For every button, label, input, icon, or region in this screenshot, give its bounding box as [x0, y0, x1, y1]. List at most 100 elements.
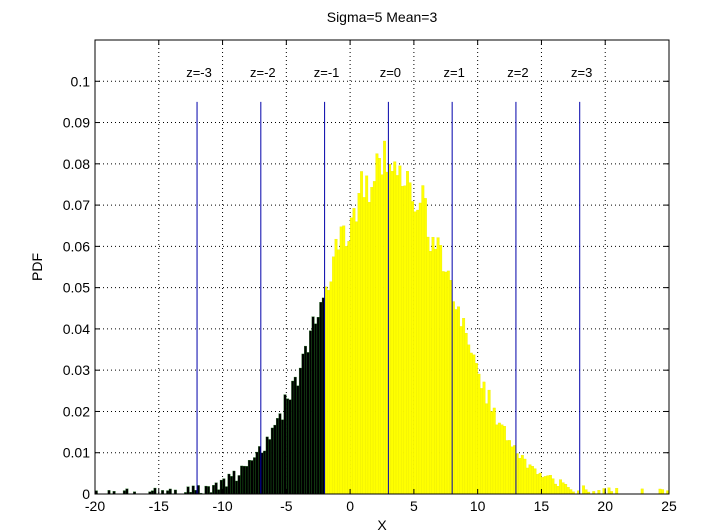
histogram-bar — [546, 475, 550, 495]
histogram-bar — [658, 488, 662, 495]
z-score-labels: z=-3 z=-2 z=-1 z=0 z=1 z=2 z=3 — [186, 65, 592, 80]
histogram-bar — [413, 211, 417, 495]
histogram-bar — [495, 424, 499, 495]
histogram-bar — [191, 485, 195, 495]
y-tick-label: 0.1 — [71, 73, 91, 89]
histogram-bar — [615, 488, 619, 495]
histogram-bar — [319, 302, 323, 495]
x-tick-label: -5 — [280, 498, 293, 514]
histogram-bar — [536, 474, 540, 495]
histogram-bar — [263, 450, 267, 495]
histogram-bar — [431, 236, 435, 495]
histogram-bar — [508, 440, 511, 495]
histogram-bar — [293, 376, 297, 495]
histogram-bar — [426, 236, 430, 495]
histogram-bar — [311, 316, 315, 495]
histogram-bar — [306, 352, 310, 495]
histogram-bar — [255, 451, 259, 495]
histogram-bar — [469, 352, 473, 495]
histogram-bar — [551, 478, 555, 495]
histogram-bar — [332, 256, 335, 495]
histogram-bar — [640, 488, 644, 495]
histogram-bar — [556, 486, 560, 495]
histogram-bar — [607, 487, 611, 495]
y-axis-label: PDF — [29, 253, 45, 281]
histogram-bar — [411, 201, 415, 495]
histogram-bar — [400, 186, 404, 495]
y-tick-label: 0.01 — [63, 445, 90, 461]
histogram-bar — [510, 446, 514, 495]
histogram-bar — [107, 490, 111, 495]
histogram-bar — [564, 484, 568, 495]
y-tick-label: 0.02 — [63, 403, 90, 419]
histogram-bar — [561, 482, 565, 495]
histogram-bar — [204, 485, 208, 495]
histogram-bar — [334, 238, 338, 495]
histogram-bar — [314, 323, 318, 495]
histogram-bar — [242, 465, 246, 495]
histogram-bar — [523, 458, 527, 495]
histogram-bar — [543, 476, 547, 495]
histogram-bar — [429, 251, 432, 495]
histogram-bar — [380, 174, 384, 495]
histogram-bar — [661, 489, 665, 495]
z-score-lines — [196, 101, 581, 494]
histogram-bar — [406, 171, 409, 495]
histogram-bar — [528, 464, 532, 495]
histogram-bar — [281, 419, 284, 495]
histogram-bar — [224, 486, 228, 495]
histogram-bar — [275, 418, 279, 495]
x-tick-label: 5 — [410, 498, 418, 514]
chart-title: Sigma=5 Mean=3 — [327, 9, 438, 25]
histogram-bar — [291, 380, 295, 495]
histogram-bar — [459, 326, 463, 495]
histogram-bar — [554, 483, 557, 495]
histogram-bar — [439, 245, 443, 495]
histogram-bar — [446, 270, 450, 495]
histogram-bar — [288, 399, 292, 495]
histogram-bar — [232, 470, 236, 495]
x-tick-labels: -20 -15 -10 -5 0 5 10 15 20 25 — [85, 498, 677, 514]
histogram-bar — [161, 490, 165, 495]
histogram-bar — [339, 226, 343, 495]
histogram-bars — [94, 140, 670, 495]
histogram-bar — [360, 171, 364, 495]
histogram-bar — [477, 373, 481, 495]
plot-frame — [94, 39, 670, 495]
y-tick-label: 0.05 — [63, 280, 90, 296]
histogram-bar — [153, 487, 157, 495]
histogram-bar — [434, 248, 437, 495]
histogram-bar — [372, 181, 376, 495]
histogram-bar — [436, 237, 440, 495]
histogram-bar — [584, 489, 588, 495]
y-tick-label: 0.08 — [63, 156, 90, 172]
histogram-bar — [296, 385, 300, 495]
histogram-bar — [309, 330, 312, 495]
histogram-bar — [352, 208, 356, 495]
histogram-bar — [457, 306, 460, 495]
histogram-bar — [485, 403, 489, 495]
histogram-bar — [531, 466, 534, 495]
histogram-bar — [212, 485, 216, 495]
histogram-bar — [253, 457, 256, 495]
histogram-bar — [316, 317, 320, 495]
z-label: z=-3 — [186, 65, 212, 80]
histogram-bar — [227, 473, 231, 495]
histogram-bar — [342, 225, 346, 495]
histogram-bar — [390, 171, 394, 495]
histogram-bar — [122, 490, 126, 495]
z-label: z=3 — [571, 65, 592, 80]
x-tick-label: -10 — [212, 498, 232, 514]
x-tick-label: 10 — [470, 498, 486, 514]
histogram-bar — [357, 193, 361, 495]
histogram-bar — [245, 466, 249, 495]
histogram-bar — [441, 271, 445, 495]
histogram-bar — [286, 398, 290, 495]
z-label: z=1 — [443, 65, 464, 80]
histogram-bar — [304, 345, 307, 495]
histogram-bar — [520, 455, 524, 495]
histogram-bar — [166, 490, 170, 495]
histogram-bar — [301, 353, 305, 495]
y-tick-label: 0.04 — [63, 321, 90, 337]
